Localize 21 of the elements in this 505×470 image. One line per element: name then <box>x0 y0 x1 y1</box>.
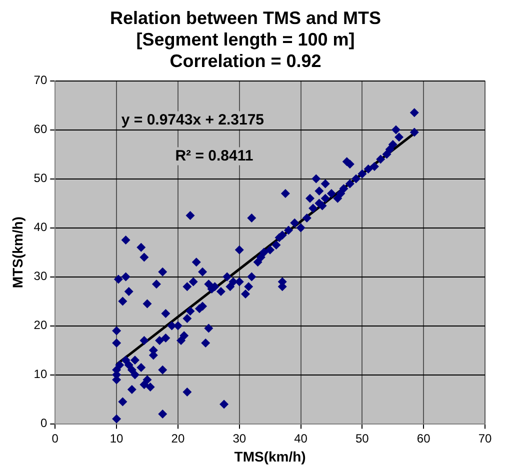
y-tick-label: 50 <box>34 171 48 186</box>
y-tick-label: 40 <box>34 220 48 234</box>
x-tick-label: 10 <box>110 431 124 446</box>
annotation: y = 0.9743x + 2.3175 <box>121 111 264 128</box>
x-tick-label: 60 <box>416 431 431 446</box>
chart-title: Relation between TMS and MTS [Segment length = 100 m] Correlation = 0.92 <box>110 8 382 71</box>
y-tick-label: 10 <box>34 367 48 382</box>
x-tick-label: 50 <box>356 431 370 446</box>
y-tick-label: 30 <box>34 269 48 284</box>
x-tick-label: 70 <box>478 431 492 446</box>
y-tick-label: 60 <box>34 122 48 136</box>
x-axis-title: TMS(km/h) <box>234 448 306 464</box>
x-tick-label: 20 <box>171 431 185 446</box>
y-tick-label: 20 <box>34 318 48 332</box>
y-tick-label: 0 <box>40 416 48 430</box>
y-axis-title: MTS(km/h) <box>9 216 26 288</box>
y-tick-label: 70 <box>34 73 48 88</box>
annotation: R² = 0.8411 <box>175 147 254 164</box>
x-tick-label: 30 <box>232 431 246 446</box>
x-tick-label: 40 <box>294 431 308 446</box>
x-tick-label: 0 <box>52 431 59 446</box>
